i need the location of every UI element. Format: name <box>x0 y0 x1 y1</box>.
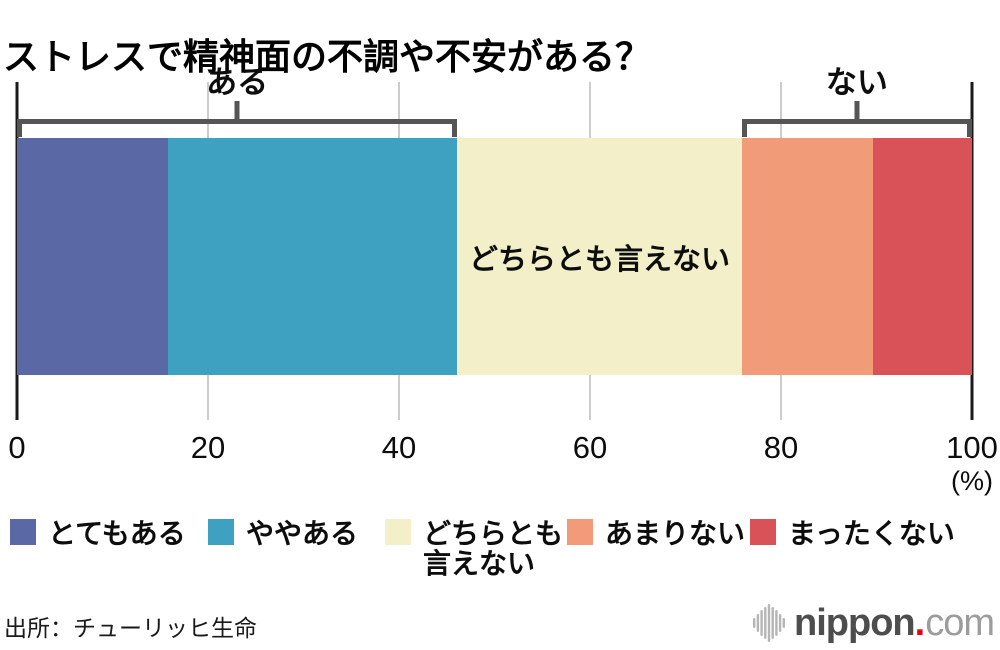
legend-item: ややある <box>208 519 358 549</box>
legend-item: まったくない <box>750 519 955 549</box>
bracket-aru: ある <box>17 66 458 137</box>
x-tick-label: 100 <box>946 430 998 465</box>
legend-label: とてもある <box>48 518 186 549</box>
bar-segment-amari-nai <box>741 138 873 375</box>
bar-segment-totemo-aru <box>17 138 168 375</box>
logo-name: nippon <box>794 602 916 644</box>
legend-item: あまりない <box>567 519 745 549</box>
legend-swatch-dochira-tomo-ienai <box>385 519 411 545</box>
legend-item: とてもある <box>10 519 186 549</box>
soundwave-bars-icon <box>753 604 786 642</box>
bar-center-label: どちらとも言えない <box>469 243 731 276</box>
legend-label: あまりない <box>605 518 746 549</box>
bar-segment-dochira-tomo-ienai: どちらとも言えない <box>457 138 742 375</box>
legend-label: まったくない <box>788 518 955 549</box>
logo-dot: . <box>914 602 926 644</box>
x-tick-label: 0 <box>8 430 26 465</box>
bracket-nai: ない <box>741 66 972 137</box>
x-tick-label: 20 <box>190 430 226 465</box>
axis-end-line <box>970 82 974 420</box>
legend-swatch-totemo-aru <box>10 519 36 545</box>
legend-label: ややある <box>246 518 359 549</box>
bar-segment-mattaku-nai <box>872 138 972 375</box>
logo-tld: com <box>925 602 995 644</box>
bracket-aru-label: ある <box>206 65 269 100</box>
legend-swatch-yaya-aru <box>208 519 234 545</box>
source-note: 出所：チューリッヒ生命 <box>4 615 257 641</box>
page-title: ストレスで精神面の不調や不安がある？ <box>3 36 652 78</box>
legend-label: どちらとも言えない <box>423 518 564 579</box>
plot-area: ある ない どちらとも言えない 0 20 40 60 80 100 (%) <box>8 66 997 496</box>
legend-swatch-mattaku-nai <box>750 519 776 545</box>
nippon-logo-text: nippon.com <box>794 601 995 645</box>
bar-segment-yaya-aru <box>167 138 458 375</box>
nippon-logo: nippon.com <box>753 601 995 645</box>
bracket-nai-label: ない <box>825 65 888 100</box>
x-tick-label: 40 <box>381 430 417 465</box>
legend-item: どちらとも言えない <box>385 519 575 579</box>
legend-swatch-amari-nai <box>567 519 593 545</box>
x-tick-label: 80 <box>763 430 799 465</box>
axis-unit-label: (%) <box>951 466 993 496</box>
stacked-bar: どちらとも言えない <box>17 138 972 375</box>
legend: とてもある ややある どちらとも言えない あまりない まったくない <box>0 519 1000 589</box>
x-tick-label: 60 <box>572 430 608 465</box>
